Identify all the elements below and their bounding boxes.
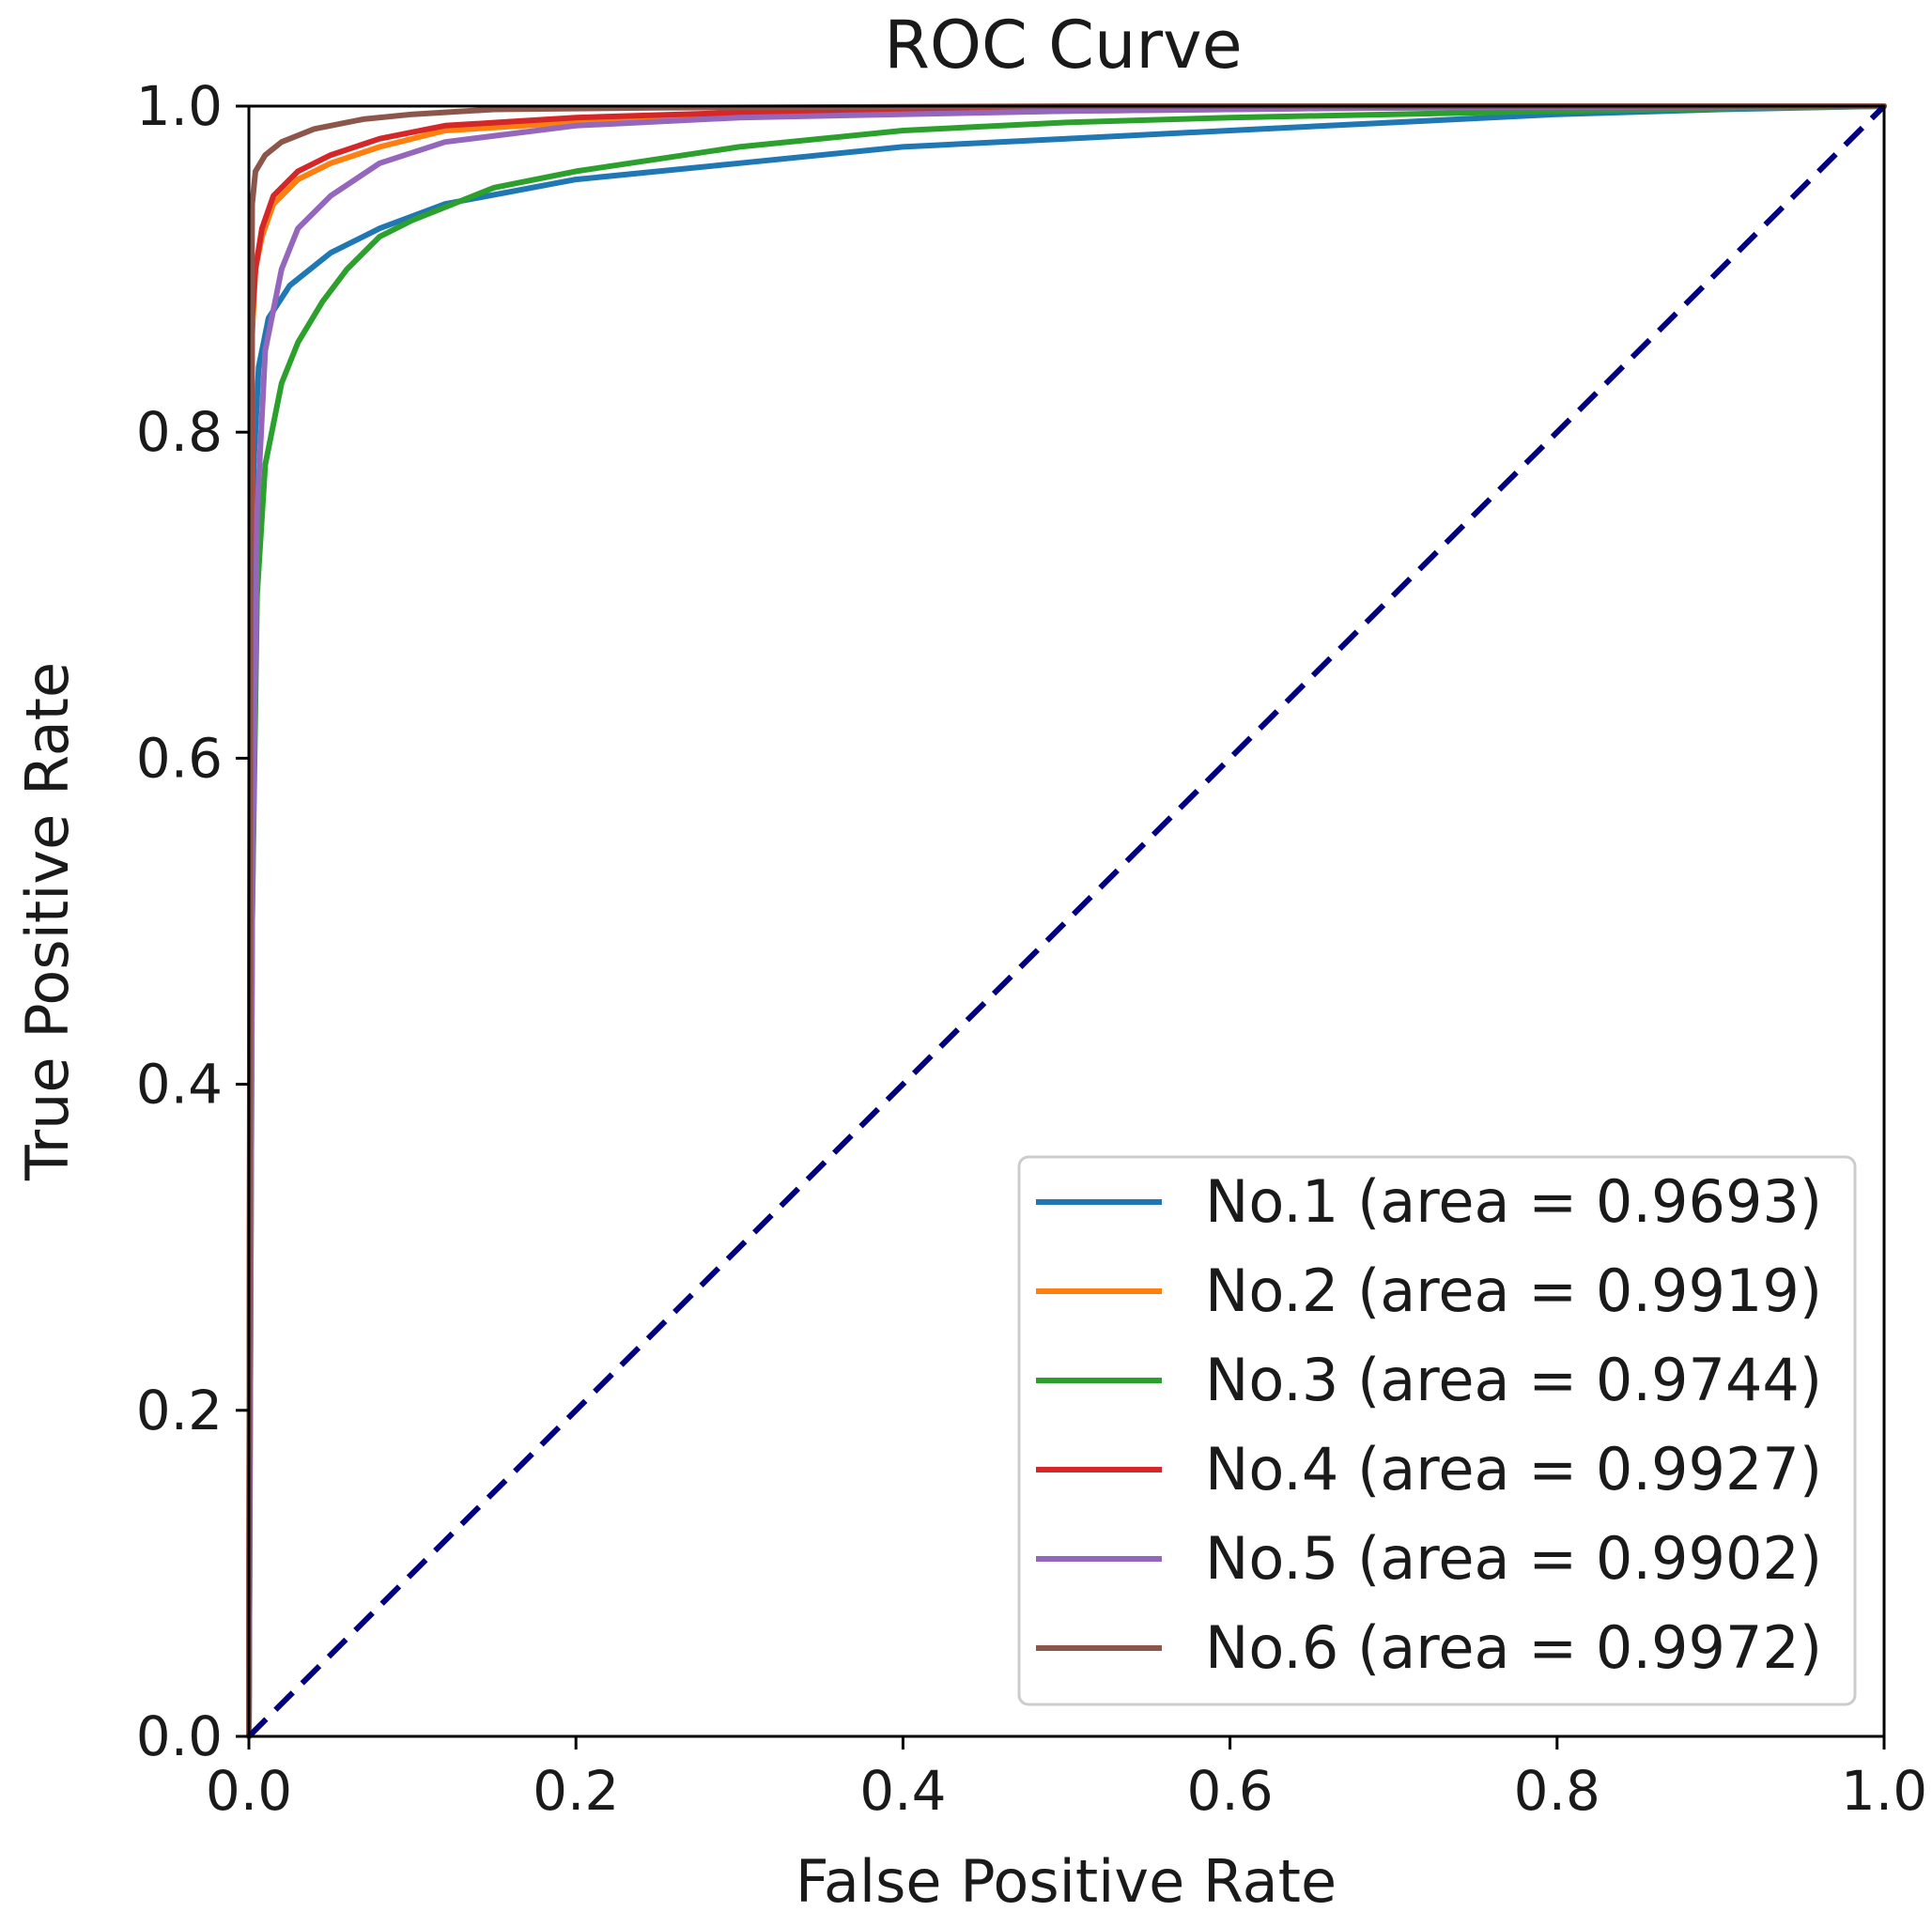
legend-item: No.3 (area = 0.9744) bbox=[1036, 1346, 1822, 1414]
x-axis-ticks: 0.0 0.2 0.4 0.6 0.8 1.0 bbox=[206, 1736, 1927, 1823]
chart-title: ROC Curve bbox=[884, 7, 1242, 84]
chance-diagonal-line bbox=[246, 103, 1887, 1739]
x-axis-label: False Positive Rate bbox=[796, 1847, 1337, 1916]
legend-entries: No.1 (area = 0.9693) No.2 (area = 0.9919)… bbox=[1036, 1167, 1822, 1682]
x-tick-label: 0.2 bbox=[533, 1759, 619, 1823]
y-axis-label: True Positive Rate bbox=[13, 662, 82, 1181]
x-tick-label: 0.0 bbox=[206, 1759, 292, 1823]
y-tick-label: 1.0 bbox=[136, 74, 223, 138]
legend-item: No.5 (area = 0.9902) bbox=[1036, 1524, 1822, 1593]
series-line-1 bbox=[246, 103, 1887, 1739]
y-tick-label: 0.4 bbox=[136, 1053, 223, 1117]
legend-item: No.4 (area = 0.9927) bbox=[1036, 1435, 1822, 1503]
legend-frame bbox=[1017, 1155, 1857, 1706]
series-line-3 bbox=[246, 103, 1887, 1739]
legend-item: No.2 (area = 0.9919) bbox=[1036, 1256, 1822, 1325]
x-tick-label: 0.8 bbox=[1514, 1759, 1600, 1823]
legend: No.1 (area = 0.9693) No.2 (area = 0.9919)… bbox=[1017, 1155, 1857, 1706]
legend-item: No.1 (area = 0.9693) bbox=[1036, 1167, 1822, 1236]
y-axis-ticks: 0.0 0.2 0.4 0.6 0.8 1.0 bbox=[136, 74, 249, 1768]
legend-label: No.4 (area = 0.9927) bbox=[1205, 1435, 1822, 1503]
x-tick-label: 0.6 bbox=[1186, 1759, 1273, 1823]
x-tick-label: 1.0 bbox=[1841, 1759, 1927, 1823]
legend-label: No.1 (area = 0.9693) bbox=[1205, 1167, 1822, 1236]
legend-label: No.2 (area = 0.9919) bbox=[1205, 1256, 1822, 1325]
series-line-6 bbox=[246, 103, 1887, 1739]
legend-item: No.6 (area = 0.9972) bbox=[1036, 1613, 1822, 1682]
series-layer bbox=[246, 103, 1887, 1739]
y-tick-label: 0.8 bbox=[136, 400, 223, 464]
legend-label: No.5 (area = 0.9902) bbox=[1205, 1524, 1822, 1593]
x-tick-label: 0.4 bbox=[859, 1759, 946, 1823]
y-tick-label: 0.2 bbox=[136, 1379, 223, 1442]
legend-label: No.3 (area = 0.9744) bbox=[1205, 1346, 1822, 1414]
plot-area-frame bbox=[247, 104, 1886, 1738]
series-line-5 bbox=[246, 103, 1887, 1739]
y-tick-label: 0.6 bbox=[136, 726, 223, 790]
y-tick-label: 0.0 bbox=[136, 1704, 223, 1768]
legend-label: No.6 (area = 0.9972) bbox=[1205, 1613, 1822, 1682]
